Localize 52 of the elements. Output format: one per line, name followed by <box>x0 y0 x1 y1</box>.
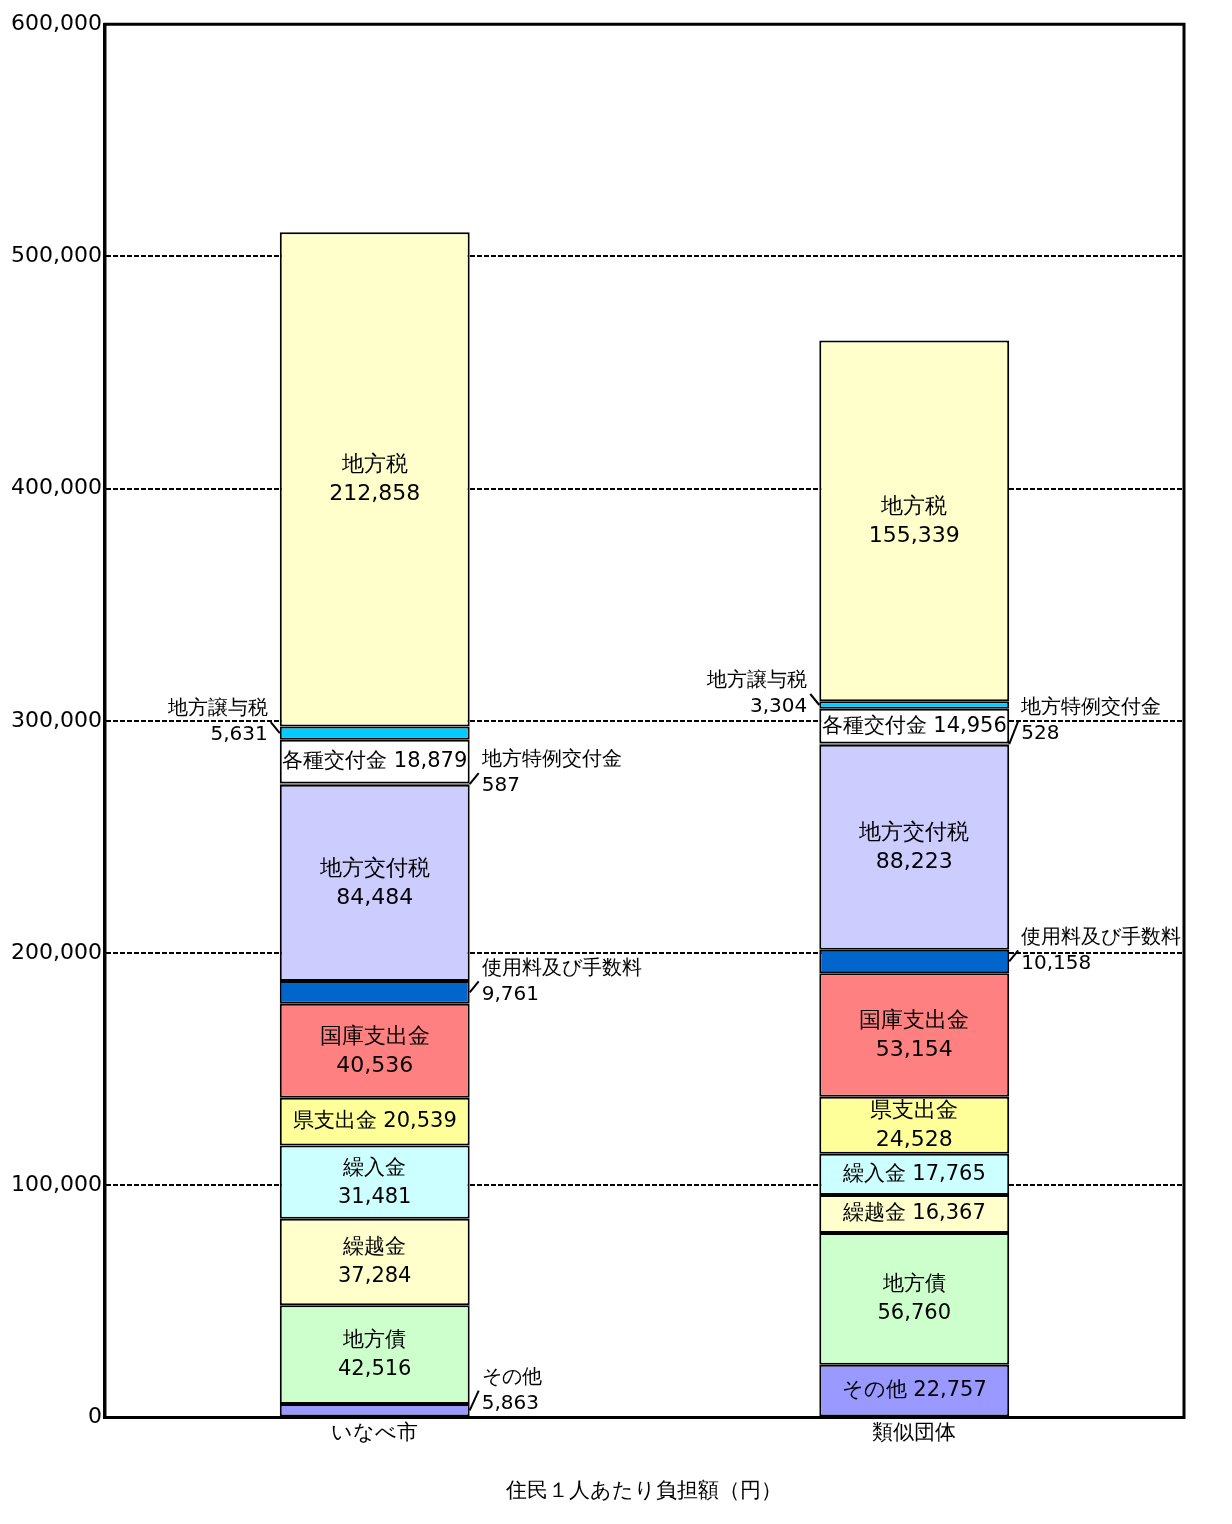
text: 各種交付金 18,879 <box>282 748 468 773</box>
data-label: 84,484 <box>336 883 414 909</box>
y-tick-label: 500,000 <box>10 242 102 268</box>
data-label: 40,536 <box>336 1051 414 1077</box>
text: 県支出金 20,539 <box>292 1108 457 1133</box>
series-label: 地方特例交付金 <box>480 746 622 771</box>
data-label: 88,223 <box>875 847 953 873</box>
data-label: 528 <box>1021 720 1060 745</box>
series-label: 地方債 <box>342 1327 407 1352</box>
data-label: 5,631 <box>210 721 268 746</box>
data-label: 10,158 <box>1021 949 1092 974</box>
text: 繰越金 16,367 <box>842 1200 986 1225</box>
text: 地方税 <box>881 492 948 518</box>
y-tick-label: 300,000 <box>10 706 102 732</box>
data-label: 5,863 <box>481 1389 539 1414</box>
y-tick-label: 100,000 <box>10 1171 102 1197</box>
text: その他 22,757 <box>841 1377 987 1402</box>
series-label: 県支出金 <box>870 1096 959 1122</box>
text: 地方交付税 <box>859 818 970 844</box>
text: 国庫支出金 <box>859 1006 970 1032</box>
x-axis-title: 住民１人あたり負担額（円） <box>505 1477 783 1502</box>
data-label: 37,284 <box>337 1263 412 1288</box>
data-label: 9,761 <box>481 980 539 1005</box>
text: 使用料及び手数料 <box>481 954 642 979</box>
data-label: 56,760 <box>877 1300 951 1325</box>
series-label: 地方交付税 <box>318 854 430 880</box>
x-tick-label: いなべ市 <box>331 1419 419 1444</box>
data-label: 42,516 <box>337 1356 412 1381</box>
y-tick-label: 0 <box>87 1403 102 1429</box>
series-label: 地方譲与税 <box>166 695 268 720</box>
data-label: 587 <box>481 772 520 797</box>
y-tick-label: 600,000 <box>10 9 102 35</box>
data-label: 24,528 <box>875 1125 953 1151</box>
data-label: 3,304 <box>750 693 808 718</box>
data-label: 155,339 <box>868 521 960 547</box>
series-label: 使用料及び手数料 <box>1021 923 1182 948</box>
data-label: 31,481 <box>337 1183 412 1208</box>
y-tick-label: 200,000 <box>10 938 102 964</box>
text: 繰入金 17,765 <box>842 1160 986 1185</box>
text: 各種交付金 14,956 <box>821 712 1007 737</box>
y-tick-label: 400,000 <box>10 474 102 500</box>
series-label: 繰入金 <box>342 1154 407 1179</box>
series-label: その他 <box>481 1363 542 1388</box>
series-label: 国庫支出金 <box>319 1022 430 1048</box>
text: 地方特例交付金 <box>1021 694 1162 719</box>
text: 地方債 <box>882 1271 946 1296</box>
series-label: 繰越金 <box>342 1234 407 1259</box>
data-label: 53,154 <box>875 1035 953 1061</box>
text: 地方譲与税 <box>707 667 808 692</box>
data-label: 212,858 <box>329 480 421 506</box>
x-tick-label: 類似団体 <box>872 1419 957 1444</box>
series-label: 地方税 <box>340 451 408 477</box>
